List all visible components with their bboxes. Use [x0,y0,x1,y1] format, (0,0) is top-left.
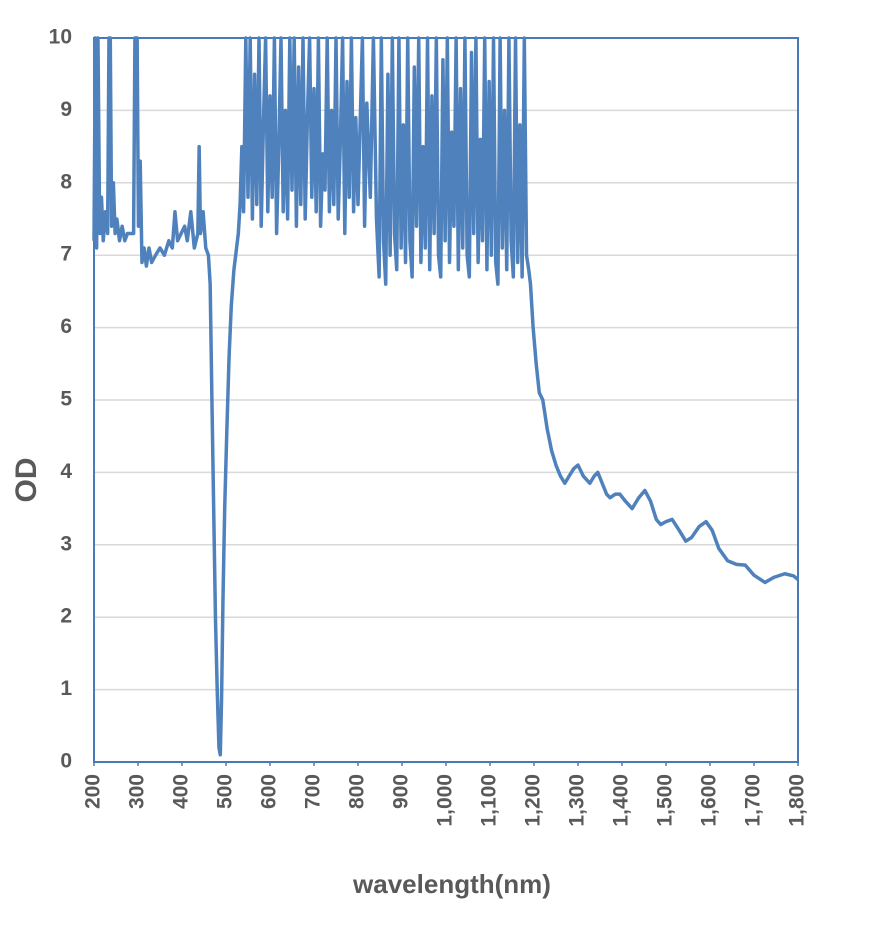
x-tick-label: 400 [170,774,193,809]
x-axis-label: wavelength(nm) [352,869,551,899]
x-tick-label: 900 [390,774,413,809]
x-tick-label: 1,300 [566,774,589,827]
x-tick-label: 500 [214,774,237,809]
y-axis-label: OD [10,458,43,503]
y-tick-label: 10 [49,26,72,49]
x-tick-label: 300 [126,774,149,809]
y-tick-label: 8 [60,170,72,193]
x-tick-label: 700 [302,774,325,809]
y-tick-label: 7 [60,243,72,266]
x-tick-label: 1,100 [478,774,501,827]
y-tick-label: 6 [60,315,72,338]
y-tick-label: 4 [60,460,72,483]
y-tick-label: 3 [60,532,72,555]
x-tick-label: 1,200 [522,774,545,827]
x-tick-label: 1,600 [698,774,721,827]
y-tick-label: 0 [60,750,72,773]
y-tick-label: 2 [60,605,72,628]
x-tick-label: 1,400 [610,774,633,827]
x-tick-label: 800 [346,774,369,809]
y-tick-label: 5 [60,388,72,411]
x-tick-label: 1,000 [434,774,457,827]
x-tick-label: 1,800 [786,774,809,827]
x-tick-label: 1,700 [742,774,765,827]
y-tick-label: 1 [60,677,72,700]
y-tick-label: 9 [60,98,72,121]
x-tick-label: 600 [258,774,281,809]
x-tick-label: 200 [82,774,105,809]
x-tick-label: 1,500 [654,774,677,827]
data-line [92,36,800,757]
